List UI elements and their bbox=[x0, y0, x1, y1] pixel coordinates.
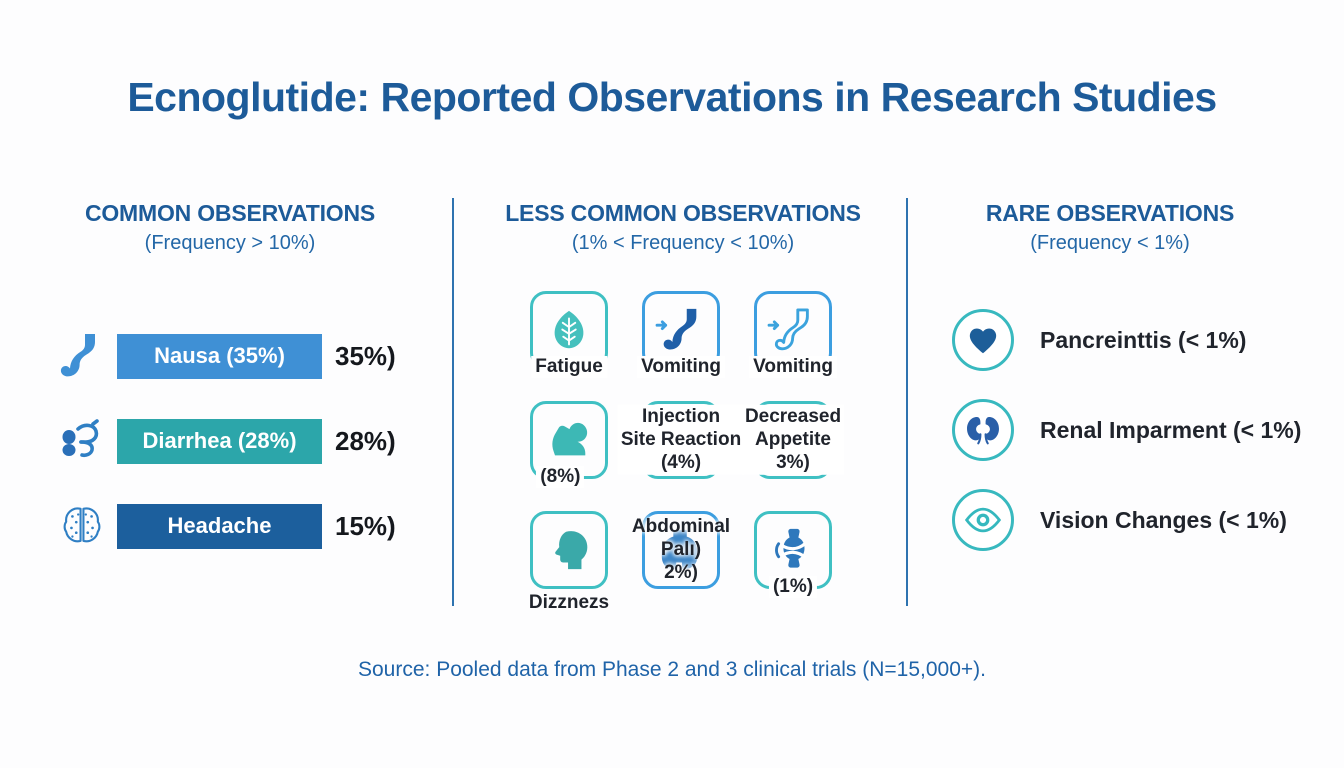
brain-icon bbox=[56, 500, 108, 552]
source-note: Source: Pooled data from Phase 2 and 3 c… bbox=[357, 658, 987, 681]
rare-heading: RARE OBSERVATIONS bbox=[985, 200, 1235, 226]
rare-item-pancreatitis: Pancreinttis (< 1%) bbox=[952, 308, 1246, 372]
headache-bar: Headache bbox=[117, 503, 322, 549]
joint-icon bbox=[757, 514, 829, 586]
card-vomiting-outline: Vomiting bbox=[749, 291, 837, 378]
card-muscle: (8%) bbox=[530, 401, 608, 488]
headache-value: 15%) bbox=[335, 510, 396, 541]
card-vomiting-outline-label: Vomiting bbox=[749, 356, 837, 378]
stomach-solid-icon bbox=[645, 294, 717, 366]
card-dizziness: Dizznezs bbox=[529, 511, 609, 613]
eye-icon bbox=[952, 489, 1014, 551]
column-divider-right bbox=[906, 198, 908, 606]
card-abdominal-pain-text: Abdominal Palı) 2%) bbox=[631, 515, 731, 583]
pancreatitis-label: Pancreinttis (< 1%) bbox=[1040, 326, 1247, 353]
less-common-subheading: (1% < Frequency < 10%) bbox=[571, 232, 795, 254]
page-title: Ecnoglutide: Reported Observations in Re… bbox=[127, 74, 1217, 120]
common-observations-header: COMMON OBSERVATIONS (Frequency > 10%) bbox=[40, 200, 420, 255]
flexed-arm-icon bbox=[533, 404, 605, 476]
stomach-icon bbox=[56, 330, 108, 382]
rare-item-renal-impairment: Renal Imparment (< 1%) bbox=[952, 398, 1301, 462]
card-joint-label: (1%) bbox=[768, 576, 818, 598]
leaf-icon bbox=[533, 294, 605, 366]
common-item-headache: Headache 15%) bbox=[56, 500, 396, 552]
card-fatigue-label: Fatigue bbox=[531, 356, 607, 378]
less-common-heading: LESS COMMON OBSERVATIONS bbox=[505, 200, 861, 226]
renal-impairment-label: Renal Imparment (< 1%) bbox=[1040, 416, 1302, 443]
rare-subheading: (Frequency < 1%) bbox=[1030, 232, 1190, 254]
diarrhea-value: 28%) bbox=[335, 425, 396, 456]
common-subheading: (Frequency > 10%) bbox=[144, 232, 316, 254]
vision-changes-label: Vision Changes (< 1%) bbox=[1040, 506, 1287, 533]
head-profile-icon bbox=[533, 514, 605, 586]
card-injection-site-reaction-text: Injection Site Reaction (4%) bbox=[617, 404, 745, 476]
diarrhea-bar: Diarrhea (28%) bbox=[117, 418, 322, 464]
card-fatigue: Fatigue bbox=[530, 291, 608, 378]
column-divider-left bbox=[452, 198, 454, 606]
nausea-value: 35%) bbox=[335, 340, 396, 371]
card-vomiting-solid-label: Vomiting bbox=[637, 356, 725, 378]
kidneys-icon bbox=[952, 399, 1014, 461]
card-abdominal-pain: Abdominal Palı) 2%) bbox=[632, 511, 730, 589]
common-heading: COMMON OBSERVATIONS bbox=[84, 200, 376, 226]
card-muscle-label: (8%) bbox=[536, 466, 585, 488]
rare-observations-header: RARE OBSERVATIONS (Frequency < 1%) bbox=[930, 200, 1290, 255]
common-item-nausea: Nausa (35%) 35%) bbox=[56, 330, 396, 382]
rare-item-vision-changes: Vision Changes (< 1%) bbox=[952, 488, 1287, 552]
card-dizziness-label: Dizznezs bbox=[528, 592, 610, 613]
card-injection-site-reaction: Injection Site Reaction (4%) bbox=[617, 401, 745, 479]
common-item-diarrhea: Diarrhea (28%) 28%) bbox=[56, 415, 396, 467]
stomach-outline-icon bbox=[757, 294, 829, 366]
card-joint: (1%) bbox=[754, 511, 832, 598]
intestines-icon bbox=[56, 415, 108, 467]
card-decreased-appetite-text: Decreased Appetite 3%) bbox=[741, 404, 845, 476]
less-common-observations-header: LESS COMMON OBSERVATIONS (1% < Frequency… bbox=[470, 200, 896, 255]
heart-icon bbox=[952, 309, 1014, 371]
card-decreased-appetite: Decreased Appetite 3%) bbox=[741, 401, 845, 479]
nausea-bar: Nausa (35%) bbox=[117, 333, 322, 379]
card-vomiting-solid: Vomiting bbox=[637, 291, 725, 378]
abdomen-icon bbox=[645, 514, 717, 586]
